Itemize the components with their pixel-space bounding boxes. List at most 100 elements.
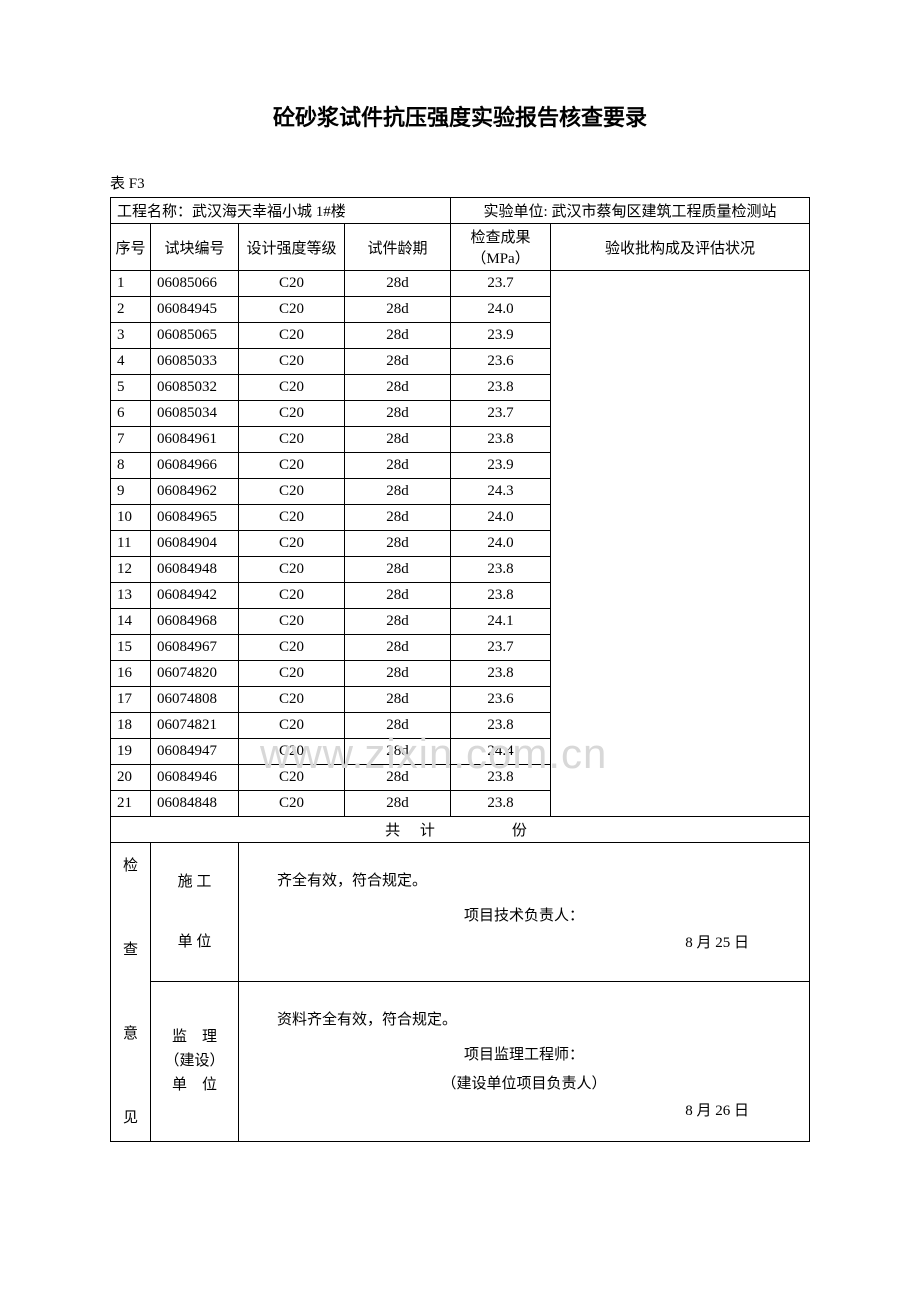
header-row-1: 工程名称：武汉海天幸福小城 1#楼 实验单位: 武汉市蔡甸区建筑工程质量检测站 <box>111 198 810 224</box>
cell-grade: C20 <box>239 401 345 427</box>
supervision-signer2: （建设单位项目负责人） <box>249 1072 799 1093</box>
supervision-opinion-text: 资料齐全有效，符合规定。 <box>249 1008 799 1029</box>
cell-block-no: 06084947 <box>151 739 239 765</box>
unit-label: 实验单位: <box>484 204 548 220</box>
cell-grade: C20 <box>239 271 345 297</box>
cell-grade: C20 <box>239 583 345 609</box>
construction-opinion-text: 齐全有效，符合规定。 <box>249 869 799 890</box>
col-age: 试件龄期 <box>345 224 451 271</box>
cell-mpa: 24.0 <box>451 531 551 557</box>
cell-seq: 13 <box>111 583 151 609</box>
cell-age: 28d <box>345 453 451 479</box>
cell-block-no: 06084965 <box>151 505 239 531</box>
cell-grade: C20 <box>239 427 345 453</box>
cell-seq: 10 <box>111 505 151 531</box>
cell-block-no: 06084966 <box>151 453 239 479</box>
cell-age: 28d <box>345 531 451 557</box>
main-table: 工程名称：武汉海天幸福小城 1#楼 实验单位: 武汉市蔡甸区建筑工程质量检测站 … <box>110 197 810 1142</box>
cell-grade: C20 <box>239 375 345 401</box>
cell-mpa: 24.1 <box>451 609 551 635</box>
cell-block-no: 06074820 <box>151 661 239 687</box>
unit-name: 武汉市蔡甸区建筑工程质量检测站 <box>551 204 776 220</box>
cell-block-no: 06084961 <box>151 427 239 453</box>
document-title: 砼砂浆试件抗压强度实验报告核查要录 <box>110 100 810 132</box>
cell-mpa: 23.7 <box>451 271 551 297</box>
cell-age: 28d <box>345 791 451 817</box>
cell-grade: C20 <box>239 531 345 557</box>
cell-grade: C20 <box>239 479 345 505</box>
col-seq: 序号 <box>111 224 151 271</box>
cell-age: 28d <box>345 687 451 713</box>
cell-age: 28d <box>345 401 451 427</box>
cell-mpa: 23.8 <box>451 583 551 609</box>
cell-mpa: 24.4 <box>451 739 551 765</box>
construction-party: 施 工单 位 <box>151 843 239 982</box>
construction-opinion-cell: 齐全有效，符合规定。 项目技术负责人： 8 月 25 日 <box>239 843 810 982</box>
cell-block-no: 06084942 <box>151 583 239 609</box>
cell-age: 28d <box>345 349 451 375</box>
cell-seq: 6 <box>111 401 151 427</box>
cell-mpa: 23.8 <box>451 765 551 791</box>
cell-block-no: 06074821 <box>151 713 239 739</box>
cell-grade: C20 <box>239 765 345 791</box>
cell-grade: C20 <box>239 635 345 661</box>
cell-seq: 18 <box>111 713 151 739</box>
cell-mpa: 24.0 <box>451 297 551 323</box>
supervision-date: 8 月 26 日 <box>249 1099 799 1120</box>
cell-mpa: 23.9 <box>451 323 551 349</box>
cell-block-no: 06085033 <box>151 349 239 375</box>
project-cell: 工程名称：武汉海天幸福小城 1#楼 <box>111 198 451 224</box>
cell-block-no: 06085034 <box>151 401 239 427</box>
cell-grade: C20 <box>239 557 345 583</box>
cell-age: 28d <box>345 427 451 453</box>
cell-seq: 12 <box>111 557 151 583</box>
cell-block-no: 06084904 <box>151 531 239 557</box>
project-label: 工程名称： <box>117 204 192 220</box>
cell-age: 28d <box>345 583 451 609</box>
opinion-section-label: 检查意见 <box>111 843 151 1142</box>
cell-grade: C20 <box>239 661 345 687</box>
table-row: 106085066C2028d23.7 <box>111 271 810 297</box>
cell-seq: 2 <box>111 297 151 323</box>
cell-grade: C20 <box>239 687 345 713</box>
cell-age: 28d <box>345 765 451 791</box>
cell-mpa: 23.8 <box>451 713 551 739</box>
cell-block-no: 06084848 <box>151 791 239 817</box>
col-result: 检查成果（MPa） <box>451 224 551 271</box>
cell-age: 28d <box>345 557 451 583</box>
opinion-construction-row: 检查意见 施 工单 位 齐全有效，符合规定。 项目技术负责人： 8 月 25 日 <box>111 843 810 982</box>
column-header-row: 序号 试块编号 设计强度等级 试件龄期 检查成果（MPa） 验收批构成及评估状况 <box>111 224 810 271</box>
cell-block-no: 06074808 <box>151 687 239 713</box>
cell-block-no: 06084948 <box>151 557 239 583</box>
cell-seq: 16 <box>111 661 151 687</box>
cell-seq: 19 <box>111 739 151 765</box>
cell-seq: 14 <box>111 609 151 635</box>
cell-block-no: 06084967 <box>151 635 239 661</box>
cell-age: 28d <box>345 375 451 401</box>
cell-grade: C20 <box>239 713 345 739</box>
cell-seq: 11 <box>111 531 151 557</box>
cell-block-no: 06085066 <box>151 271 239 297</box>
cell-grade: C20 <box>239 609 345 635</box>
cell-mpa: 23.6 <box>451 687 551 713</box>
supervision-party-line2: （建设） <box>164 1053 224 1069</box>
opinion-supervision-row: 监 理 （建设） 单 位 资料齐全有效，符合规定。 项目监理工程师： （建设单位… <box>111 981 810 1141</box>
cell-mpa: 23.9 <box>451 453 551 479</box>
cell-grade: C20 <box>239 739 345 765</box>
cell-mpa: 23.8 <box>451 375 551 401</box>
cell-grade: C20 <box>239 297 345 323</box>
cell-block-no: 06084962 <box>151 479 239 505</box>
cell-block-no: 06084946 <box>151 765 239 791</box>
cell-age: 28d <box>345 739 451 765</box>
cell-block-no: 06084945 <box>151 297 239 323</box>
supervision-party-line1: 监 理 <box>172 1029 217 1045</box>
cell-age: 28d <box>345 505 451 531</box>
cell-seq: 5 <box>111 375 151 401</box>
cell-seq: 1 <box>111 271 151 297</box>
cell-age: 28d <box>345 323 451 349</box>
cell-block-no: 06085065 <box>151 323 239 349</box>
cell-grade: C20 <box>239 505 345 531</box>
construction-signer: 项目技术负责人： <box>249 904 799 925</box>
cell-mpa: 23.8 <box>451 557 551 583</box>
col-grade: 设计强度等级 <box>239 224 345 271</box>
